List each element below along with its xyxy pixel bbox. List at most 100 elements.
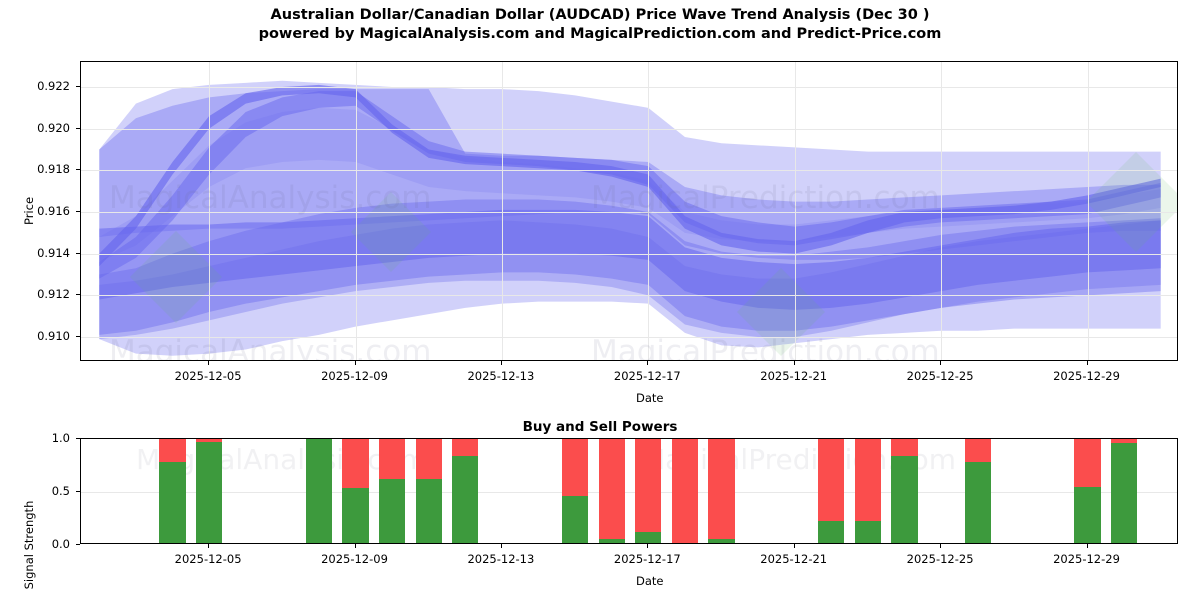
x-tick (208, 361, 210, 365)
gridline (81, 295, 1177, 297)
stacked-bar[interactable] (452, 439, 479, 543)
stacked-bar[interactable] (818, 439, 845, 543)
buy-power-segment (195, 442, 223, 543)
buy-power-segment (378, 479, 406, 543)
accent-diamond-icon (737, 268, 825, 356)
buy-power-segment (598, 538, 625, 543)
buy-power-segment (635, 532, 662, 543)
sell-power-segment (598, 439, 625, 539)
y-tick (76, 544, 80, 545)
x-tick (793, 544, 795, 548)
stacked-bar[interactable] (342, 439, 369, 543)
stacked-bar[interactable] (415, 439, 442, 543)
sell-power-segment (671, 439, 699, 543)
sell-power-segment (378, 439, 406, 480)
x-tick (940, 361, 942, 365)
price-wave-chart-panel: MagicalAnalysis.com MagicalPrediction.co… (80, 61, 1178, 361)
buy-power-segment (818, 520, 845, 543)
stacked-bar[interactable] (561, 439, 589, 543)
x-tick-label: 2025-12-25 (906, 369, 974, 383)
sell-power-segment (452, 439, 479, 456)
y-tick (76, 252, 80, 254)
x-tick-label: 2025-12-17 (613, 369, 681, 383)
sell-power-segment (159, 439, 186, 463)
x-tick-label: 2025-12-05 (174, 369, 242, 383)
stacked-bar[interactable] (964, 439, 991, 543)
y-tick (76, 438, 80, 439)
sell-power-segment (891, 439, 918, 456)
stacked-bar[interactable] (635, 439, 662, 543)
y-tick (76, 169, 80, 171)
y-tick-label: 0.916 (37, 204, 70, 218)
buy-power-segment (854, 520, 882, 543)
buy-power-segment (159, 462, 186, 543)
sell-power-segment (342, 439, 369, 488)
y-tick (76, 86, 80, 87)
y-tick (76, 211, 80, 212)
buy-power-segment (305, 439, 333, 543)
buy-power-segment (561, 496, 589, 543)
gridline (81, 87, 1177, 88)
gridline (81, 170, 1177, 172)
buy-power-segment (1110, 443, 1138, 543)
stacked-bar[interactable] (891, 439, 918, 543)
signal-x-axis-title: Date (636, 574, 664, 588)
gridline (81, 492, 1177, 493)
x-tick (647, 544, 649, 548)
gridline (794, 62, 796, 360)
sell-power-segment (195, 439, 223, 443)
stacked-bar[interactable] (378, 439, 406, 543)
buy-sell-chart-title: Buy and Sell Powers (522, 419, 678, 435)
page-title: Australian Dollar/Canadian Dollar (AUDCA… (0, 6, 1200, 44)
x-tick-label: 2025-12-17 (613, 552, 681, 566)
stacked-bar[interactable] (305, 439, 333, 543)
x-tick (354, 361, 356, 365)
stacked-bar[interactable] (1110, 439, 1138, 543)
stacked-bar[interactable] (1074, 439, 1101, 543)
buy-power-segment (452, 455, 479, 543)
stacked-bar[interactable] (854, 439, 882, 543)
y-tick (76, 294, 80, 296)
stacked-bar[interactable] (671, 439, 699, 543)
stacked-bar[interactable] (708, 439, 735, 543)
gridline (81, 128, 1177, 130)
y-tick-label: 0.5 (51, 484, 70, 498)
y-tick-label: 0.910 (37, 329, 70, 343)
signal-y-axis-title: Signal Strength (22, 500, 36, 590)
x-tick (500, 361, 502, 365)
buy-power-segment (342, 487, 369, 543)
wave-band (99, 220, 1161, 340)
gridline (501, 62, 503, 360)
y-tick-label: 0.920 (37, 120, 70, 135)
x-tick (647, 361, 649, 365)
x-tick (793, 361, 795, 365)
y-tick-label: 0.912 (37, 287, 70, 302)
x-tick (500, 544, 502, 548)
x-tick-label: 2025-12-21 (760, 369, 828, 383)
y-tick-label: 0.0 (51, 537, 70, 551)
x-tick-label: 2025-12-29 (1053, 552, 1120, 566)
wave-band (99, 209, 1161, 310)
x-tick-label: 2025-12-13 (467, 552, 535, 566)
stacked-bar[interactable] (598, 439, 625, 543)
stacked-bar[interactable] (195, 439, 223, 543)
buy-power-segment (415, 479, 442, 543)
y-tick-label: 0.922 (37, 79, 70, 93)
sell-power-segment (415, 439, 442, 480)
wave-band (99, 84, 1161, 267)
y-tick (76, 336, 80, 337)
gridline (81, 337, 1177, 338)
x-tick-label: 2025-12-21 (760, 552, 828, 566)
stacked-bar[interactable] (159, 439, 186, 543)
sell-power-segment (708, 439, 735, 539)
x-tick (1086, 544, 1088, 548)
price-y-axis-title: Price (22, 196, 36, 226)
gridline (648, 62, 650, 360)
gridline (1087, 62, 1089, 360)
buy-power-segment (1074, 486, 1101, 543)
wave-bands-svg (99, 80, 1177, 356)
sell-power-segment (635, 439, 662, 533)
title-line-2: powered by MagicalAnalysis.com and Magic… (258, 26, 942, 42)
x-tick (1086, 361, 1088, 365)
x-tick-label: 2025-12-13 (467, 369, 535, 383)
